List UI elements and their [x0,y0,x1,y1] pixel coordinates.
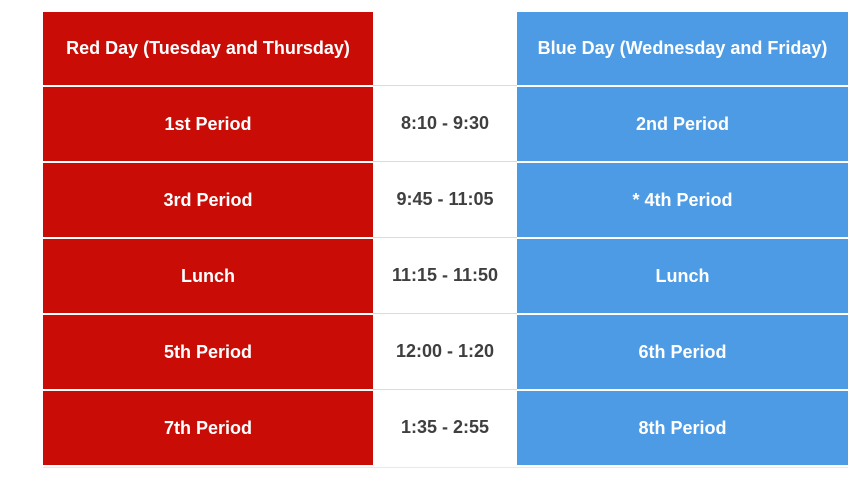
schedule-row: 5th Period 12:00 - 1:20 6th Period [43,313,848,389]
schedule-row: Lunch 11:15 - 11:50 Lunch [43,237,848,313]
red-period-cell: 1st Period [43,85,373,161]
red-period-cell: 3rd Period [43,161,373,237]
bell-schedule: Red Day (Tuesday and Thursday) Blue Day … [43,12,848,465]
blue-period-cell: * 4th Period [517,161,848,237]
time-cell: 9:45 - 11:05 [373,161,517,237]
red-period-cell: 7th Period [43,389,373,465]
schedule-row: 1st Period 8:10 - 9:30 2nd Period [43,85,848,161]
red-day-header: Red Day (Tuesday and Thursday) [43,12,373,85]
schedule-row: 3rd Period 9:45 - 11:05 * 4th Period [43,161,848,237]
blue-period-cell: 6th Period [517,313,848,389]
blue-day-header: Blue Day (Wednesday and Friday) [517,12,848,85]
time-cell: 12:00 - 1:20 [373,313,517,389]
time-cell: 1:35 - 2:55 [373,389,517,465]
bell-schedule-table: Red Day (Tuesday and Thursday) Blue Day … [43,12,848,468]
blue-period-cell: 8th Period [517,389,848,465]
time-cell: 8:10 - 9:30 [373,85,517,161]
time-cell: 11:15 - 11:50 [373,237,517,313]
schedule-header-row: Red Day (Tuesday and Thursday) Blue Day … [43,12,848,85]
blue-period-cell: Lunch [517,237,848,313]
red-period-cell: Lunch [43,237,373,313]
blue-period-cell: 2nd Period [517,85,848,161]
time-header-empty-cell [373,12,517,85]
schedule-row: 7th Period 1:35 - 2:55 8th Period [43,389,848,465]
red-period-cell: 5th Period [43,313,373,389]
